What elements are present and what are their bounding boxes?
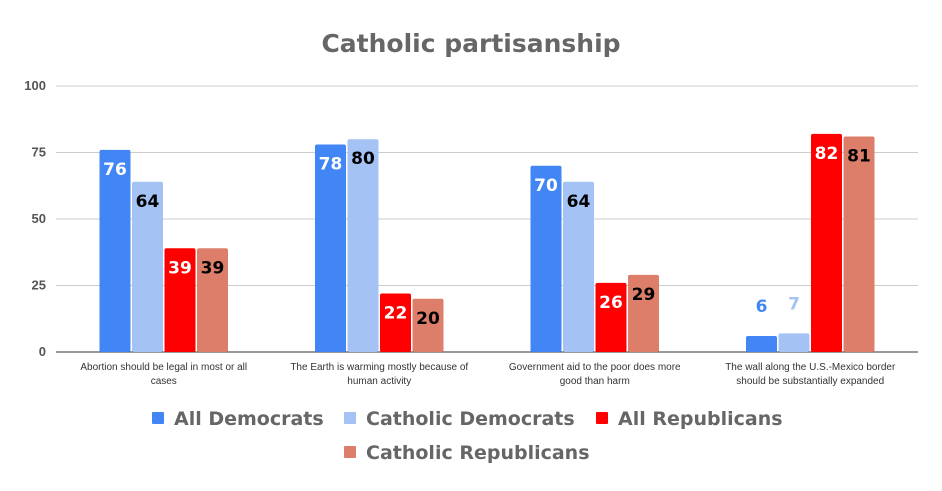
bar [530,165,562,352]
data-label: 20 [416,309,440,329]
legend-label: Catholic Republicans [366,442,590,464]
chart-title: Catholic partisanship [321,29,620,58]
y-tick-label: 100 [24,78,46,93]
y-axis: 0 25 50 75 100 [24,78,46,359]
x-tick-label: good than harm [560,376,630,387]
bar [563,181,594,352]
bar [412,298,444,352]
bar [164,248,196,352]
bar [132,181,163,352]
bar [843,136,875,352]
legend-item: Catholic Democrats [344,408,575,430]
legend-swatch [344,412,356,424]
data-label: 82 [815,144,839,164]
data-label: 29 [632,285,656,305]
legend-swatch [344,446,356,458]
legend-swatch [596,412,608,424]
x-tick-label: should be substantially expanded [736,376,884,387]
bar [746,336,777,352]
data-label: 64 [567,192,591,212]
bar [778,333,810,352]
data-label: 39 [168,258,192,278]
legend-item: All Democrats [152,408,324,430]
bar [315,144,346,352]
bar [380,293,411,352]
data-label: 6 [756,297,768,317]
bar [347,139,379,352]
x-tick-label: human activity [347,376,411,387]
bar [197,248,228,352]
data-label: 26 [599,293,623,313]
legend-item: All Republicans [596,408,783,430]
x-tick-label: The Earth is warming mostly because of [290,362,468,373]
y-tick-label: 0 [39,344,46,359]
data-label: 81 [847,147,871,167]
bar [628,274,659,352]
data-label: 7 [788,294,800,314]
data-label: 76 [103,160,127,180]
x-tick-label: The wall along the U.S.-Mexico border [725,362,896,373]
legend-label: All Democrats [174,408,324,430]
data-label: 70 [534,176,558,196]
x-axis: Abortion should be legal in most or all c… [80,362,896,387]
y-tick-label: 50 [32,211,46,226]
bar [99,149,131,352]
data-label: 64 [136,192,160,212]
legend-item: Catholic Republicans [344,442,590,464]
bar [811,133,842,352]
legend-label: Catholic Democrats [366,408,575,430]
y-tick-label: 25 [32,278,46,293]
x-tick-label: cases [151,376,177,387]
legend: All Democrats Catholic Democrats All Repub… [152,408,783,464]
bar [595,282,627,352]
x-tick-label: Abortion should be legal in most or all [80,362,247,373]
bars: 76 64 39 39 78 80 22 20 70 64 26 29 6 7 82 81 [99,133,875,352]
legend-label: All Republicans [618,408,783,430]
data-label: 78 [319,155,343,175]
y-tick-label: 75 [32,145,46,160]
data-label: 80 [351,149,375,169]
data-label: 22 [384,303,408,323]
x-tick-label: Government aid to the poor does more [509,362,681,373]
legend-swatch [152,412,164,424]
data-label: 39 [201,258,225,278]
